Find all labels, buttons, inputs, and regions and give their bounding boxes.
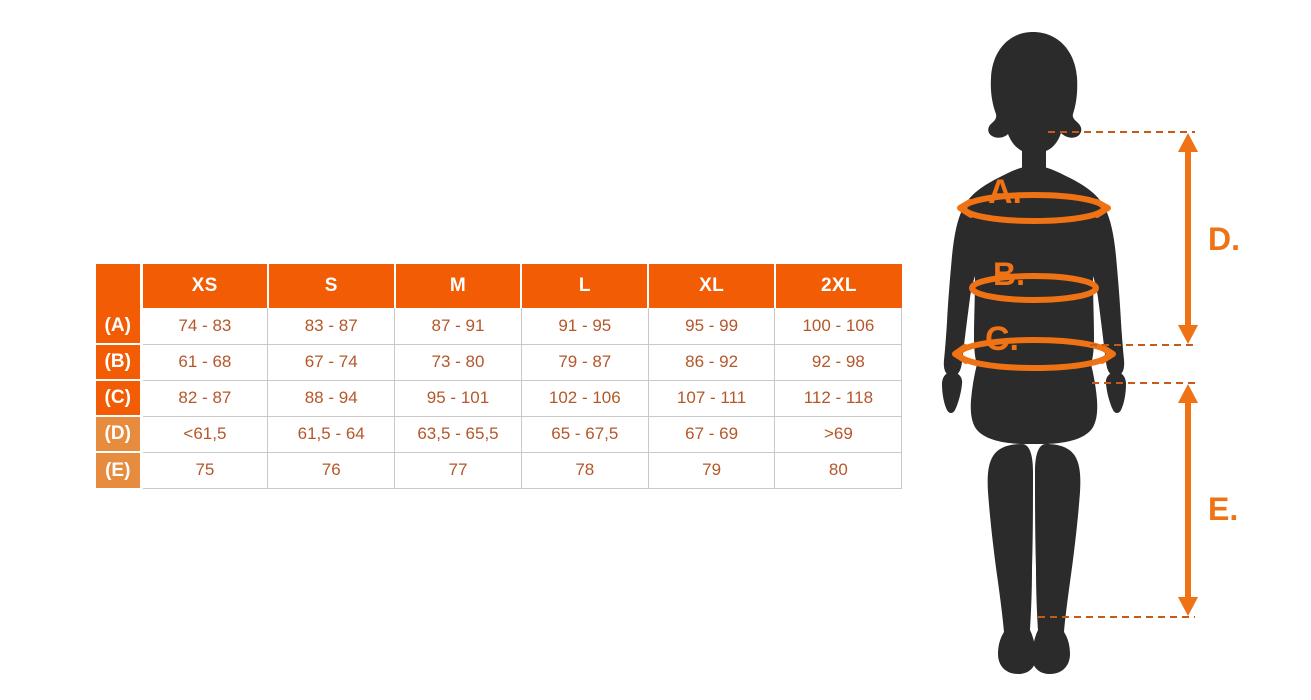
column-header-2xl: 2XL [774, 264, 902, 308]
e-arrow-head-top-icon [1178, 384, 1198, 403]
row-label-c: (C) [96, 380, 143, 417]
row-label-d: (D) [96, 416, 143, 453]
table-cell: >69 [774, 416, 903, 453]
hips-measurement-ring: C. [952, 320, 1116, 371]
torso-length-dimension: D. [1048, 131, 1240, 346]
column-header-xl: XL [648, 264, 776, 308]
row-label-e: (E) [96, 452, 143, 488]
right-hand-icon [1105, 372, 1126, 413]
table-row: (A) 74 - 83 83 - 87 87 - 91 91 - 95 95 -… [96, 308, 903, 345]
table-cell: 83 - 87 [267, 308, 396, 345]
table-cell: 74 - 83 [141, 308, 269, 345]
row-label-a: (A) [96, 308, 143, 345]
column-header-l: L [521, 264, 650, 308]
head-hair-icon [988, 32, 1082, 176]
table-cell: 79 [648, 452, 776, 489]
table-cell: 61,5 - 64 [267, 416, 396, 453]
torso-arms-icon [943, 166, 1125, 444]
table-cell: 87 - 91 [394, 308, 522, 345]
table-cell: 88 - 94 [267, 380, 396, 417]
left-hand-icon [942, 372, 963, 413]
inseam-dimension: E. [1038, 382, 1238, 618]
left-leg-icon [987, 444, 1037, 674]
table-header: XS S M L XL 2XL [96, 264, 902, 308]
table-row: (B) 61 - 68 67 - 74 73 - 80 79 - 87 86 -… [96, 344, 903, 381]
table-cell: 61 - 68 [141, 344, 269, 381]
table-body: (A) 74 - 83 83 - 87 87 - 91 91 - 95 95 -… [96, 308, 903, 489]
d-arrow-head-bottom-icon [1178, 325, 1198, 344]
table-cell: 80 [774, 452, 903, 489]
silhouette-body-icon [942, 32, 1126, 674]
table-row: (E) 75 76 77 78 79 80 [96, 452, 903, 489]
table-cell: 75 [141, 452, 269, 489]
size-chart-table: XS S M L XL 2XL (A) 74 - 83 83 - 87 87 -… [96, 264, 903, 489]
table-cell: 91 - 95 [521, 308, 649, 345]
table-cell: 65 - 67,5 [521, 416, 649, 453]
d-arrow-head-top-icon [1178, 133, 1198, 152]
right-leg-icon [1031, 444, 1081, 674]
table-row: (C) 82 - 87 88 - 94 95 - 101 102 - 106 1… [96, 380, 903, 417]
table-cell: 73 - 80 [394, 344, 522, 381]
torso-length-label: D. [1208, 221, 1240, 257]
header-row: XS S M L XL 2XL [96, 264, 902, 308]
table-cell: 77 [394, 452, 522, 489]
female-silhouette-diagram: A. B. C. D. E. [942, 32, 1240, 674]
bust-arrow-right-icon [1094, 199, 1111, 218]
table-cell: 100 - 106 [774, 308, 903, 345]
table-cell: 92 - 98 [774, 344, 903, 381]
hips-arrow-right-icon [1099, 344, 1116, 364]
bust-arrow-left-icon [957, 199, 974, 218]
row-label-b: (B) [96, 344, 143, 381]
table-cell: 102 - 106 [521, 380, 649, 417]
table-cell: 95 - 101 [394, 380, 522, 417]
table-cell: <61,5 [141, 416, 269, 453]
column-header-m: M [394, 264, 523, 308]
table-cell: 67 - 69 [648, 416, 776, 453]
waist-label: B. [993, 256, 1025, 292]
column-header-xs: XS [141, 264, 269, 308]
table-row: (D) <61,5 61,5 - 64 63,5 - 65,5 65 - 67,… [96, 416, 903, 453]
measurement-figure-panel: A. B. C. D. E. [930, 20, 1290, 680]
table-corner-cell [96, 264, 143, 308]
column-header-s: S [267, 264, 396, 308]
table-cell: 67 - 74 [267, 344, 396, 381]
table-cell: 78 [521, 452, 649, 489]
hips-arrow-left-icon [952, 344, 969, 364]
waist-measurement-ring: B. [969, 256, 1099, 303]
table-cell: 95 - 99 [648, 308, 776, 345]
bust-measurement-ring: A. [957, 173, 1111, 224]
table-cell: 82 - 87 [141, 380, 269, 417]
hips-label: C. [985, 320, 1019, 358]
table-cell: 86 - 92 [648, 344, 776, 381]
table-cell: 112 - 118 [774, 380, 903, 417]
table-cell: 63,5 - 65,5 [394, 416, 522, 453]
inseam-label: E. [1208, 491, 1238, 527]
table-cell: 76 [267, 452, 396, 489]
table-cell: 79 - 87 [521, 344, 649, 381]
bust-label: A. [988, 173, 1022, 211]
e-arrow-head-bottom-icon [1178, 597, 1198, 616]
table-cell: 107 - 111 [648, 380, 776, 417]
